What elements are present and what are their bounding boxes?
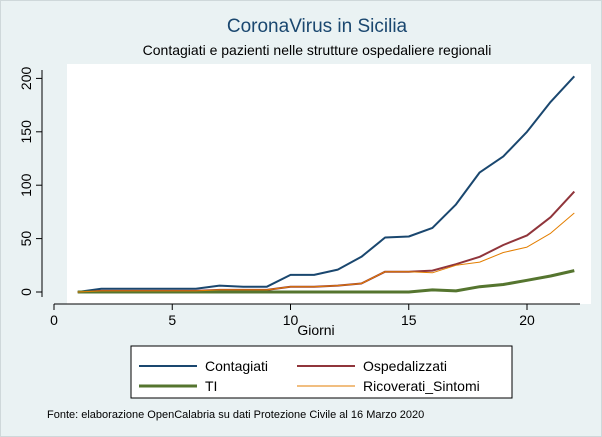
x-tick-label: 15 (401, 312, 417, 328)
series-lines (77, 75, 576, 294)
x-tick-label: 20 (519, 312, 535, 328)
chart-title: CoronaVirus in Sicilia (227, 16, 408, 37)
legend-label: TI (205, 378, 217, 394)
y-tick-label: 150 (18, 120, 34, 144)
y-tick-label: 100 (18, 173, 34, 197)
legend-label: Ospedalizzati (363, 358, 447, 374)
x-tick-label: 5 (168, 312, 176, 328)
legend-label: Contagiati (205, 358, 268, 374)
chart-subtitle: Contagiati e pazienti nelle strutture os… (143, 42, 492, 58)
series-line-contagiati (77, 75, 576, 293)
legend-box (130, 345, 513, 399)
plot-area (67, 64, 591, 304)
series-line-ti (77, 269, 575, 294)
y-ticks: 0 50 100 150 200 (18, 67, 42, 296)
source-note: Fonte: elaborazione OpenCalabria su dati… (47, 409, 424, 421)
series-line-ricoverati-sintomi (77, 212, 575, 293)
x-tick-label: 0 (50, 312, 58, 328)
x-tick-label: 10 (283, 312, 299, 328)
legend-label: Ricoverati_Sintomi (363, 378, 480, 394)
legend: Contagiati Ospedalizzati TI Ricoverati_Sint… (139, 358, 480, 394)
y-tick-label: 0 (18, 288, 34, 296)
y-tick-label: 50 (18, 231, 34, 247)
y-tick-label: 200 (18, 67, 34, 91)
x-ticks: 0 5 10 15 20 (50, 304, 535, 328)
x-axis-title: Giorni (297, 322, 334, 338)
